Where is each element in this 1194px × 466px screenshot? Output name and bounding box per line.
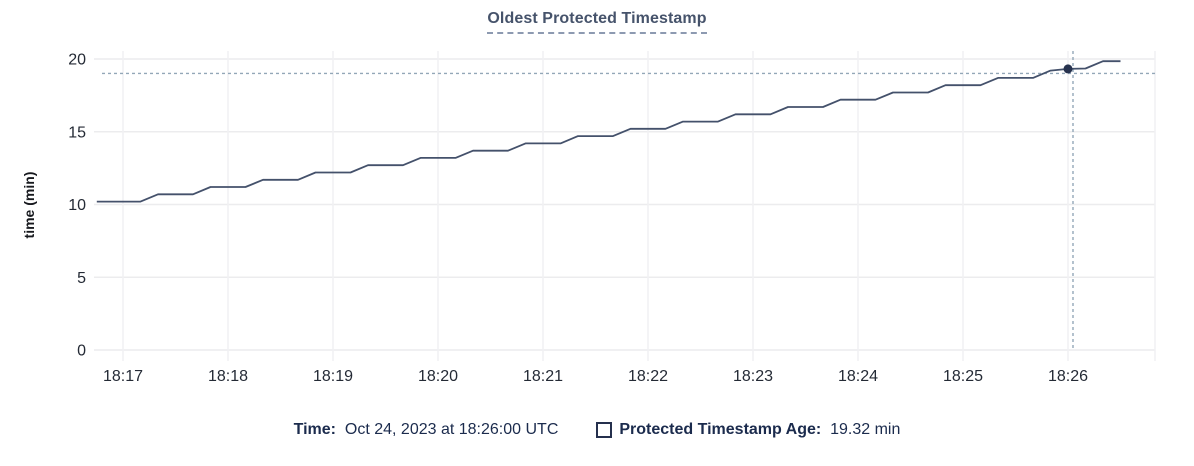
y-axis-title: time (min) xyxy=(21,172,37,239)
x-tick-label: 18:18 xyxy=(208,368,248,385)
legend-time: Time: Oct 24, 2023 at 18:26:00 UTC xyxy=(294,421,559,439)
hover-data-point xyxy=(1063,64,1073,74)
x-tick-label: 18:19 xyxy=(313,368,353,385)
x-tick-label: 18:26 xyxy=(1048,368,1088,385)
x-tick-label: 18:21 xyxy=(523,368,563,385)
x-tick-label: 18:22 xyxy=(628,368,668,385)
x-tick-label: 18:17 xyxy=(103,368,143,385)
x-tick-label: 18:24 xyxy=(838,368,878,385)
legend-series-protected-timestamp-age[interactable]: Protected Timestamp Age: 19.32 min xyxy=(596,421,900,439)
x-tick-label: 18:23 xyxy=(733,368,773,385)
legend-spacer xyxy=(336,421,345,439)
series-line-protected-timestamp-age xyxy=(96,60,1121,203)
x-tick-label: 18:25 xyxy=(943,368,983,385)
y-tick-label: 10 xyxy=(68,197,86,214)
legend-series-label: Protected Timestamp Age: xyxy=(619,421,822,438)
chart-legend: Time: Oct 24, 2023 at 18:26:00 UTC Prote… xyxy=(0,421,1194,439)
chart-title-row: Oldest Protected Timestamp xyxy=(0,10,1194,34)
chart-title[interactable]: Oldest Protected Timestamp xyxy=(487,10,707,34)
y-tick-label: 0 xyxy=(77,343,86,360)
legend-series-value: 19.32 min xyxy=(830,421,901,438)
x-tick-label: 18:20 xyxy=(418,368,458,385)
line-chart-plot-area[interactable]: 0 5 10 15 20 18:17 18:18 18:19 18:20 18:21 18:22 18… xyxy=(0,0,1194,400)
y-tick-label: 5 xyxy=(77,270,86,287)
legend-time-label: Time: xyxy=(293,421,337,438)
legend-time-value: Oct 24, 2023 at 18:26:00 UTC xyxy=(344,421,559,438)
y-tick-label: 20 xyxy=(68,52,86,69)
series-swatch-icon xyxy=(596,422,613,438)
legend-spacer xyxy=(821,421,830,439)
y-tick-label: 15 xyxy=(68,124,86,141)
